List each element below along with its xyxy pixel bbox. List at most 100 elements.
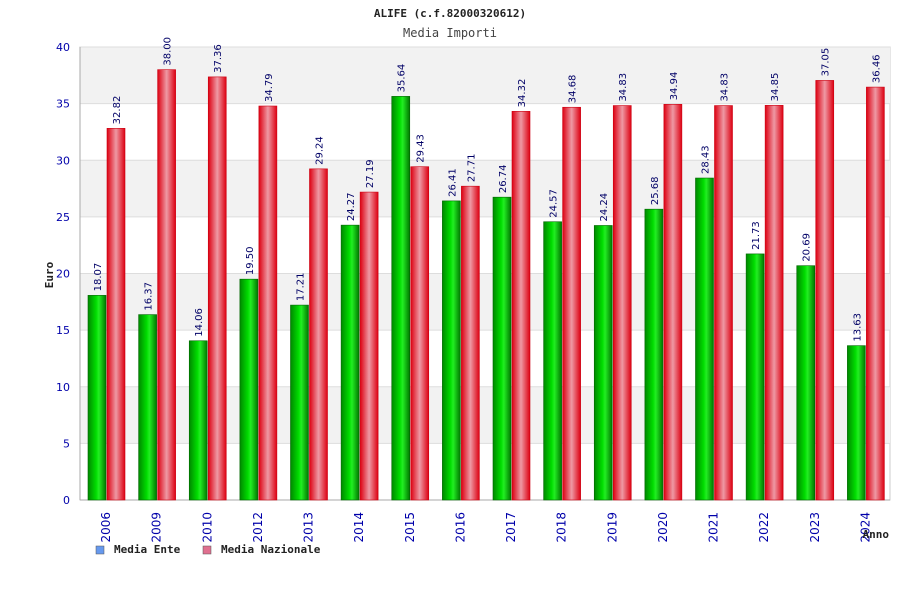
bar-media-nazionale-2013	[309, 168, 328, 501]
bar-media-ente-2006	[87, 295, 107, 501]
bar-media-ente-2010	[188, 340, 208, 501]
y-tick-label: 0	[63, 494, 70, 507]
bar-media-nazionale-2023	[815, 80, 835, 501]
legend-swatch-media-ente	[95, 545, 105, 555]
bar-media-nazionale-2022	[764, 105, 784, 501]
chart-subtitle: Media Importi	[403, 26, 497, 40]
bar-media-nazionale-2009	[157, 69, 176, 501]
x-axis-label: Anno	[863, 528, 890, 541]
bar-media-nazionale-2012	[258, 105, 278, 501]
data-label: 26.41	[447, 168, 458, 197]
data-label: 34.83	[720, 73, 731, 102]
data-label: 36.46	[871, 54, 882, 83]
bar-media-nazionale-2021	[714, 105, 733, 501]
data-label: 34.94	[669, 72, 680, 101]
data-label: 17.21	[296, 272, 307, 301]
y-tick-label: 15	[56, 324, 70, 337]
y-axis-label: Euro	[43, 261, 56, 288]
bar-media-nazionale-2010	[207, 76, 227, 501]
data-label: 34.32	[517, 79, 528, 108]
data-label: 35.64	[397, 64, 408, 93]
data-label: 32.82	[112, 96, 123, 125]
bar-media-ente-2013	[290, 304, 309, 501]
grid-band	[80, 47, 890, 104]
x-tick-label: 2012	[251, 512, 265, 543]
data-label: 19.50	[245, 247, 256, 276]
x-tick-label: 2021	[707, 512, 721, 543]
data-label: 29.24	[315, 136, 326, 165]
data-label: 25.68	[650, 177, 661, 206]
bar-media-ente-2022	[745, 253, 765, 501]
y-tick-label: 20	[56, 268, 70, 281]
data-label: 29.43	[416, 134, 427, 163]
y-tick-label: 5	[63, 437, 70, 450]
bar-media-nazionale-2006	[106, 128, 126, 501]
x-tick-label: 2020	[656, 512, 670, 543]
y-tick-label: 25	[56, 211, 70, 224]
data-label: 24.27	[346, 193, 357, 222]
bar-media-ente-2009	[138, 314, 157, 501]
x-tick-label: 2023	[808, 512, 822, 543]
x-tick-label: 2019	[605, 512, 619, 543]
x-tick-label: 2024	[858, 512, 872, 543]
x-axis-ticks: 2006 2009 2010 2012 2013 2014 2015 2016 2017 2018…	[99, 512, 872, 543]
x-tick-label: 2009	[150, 512, 164, 543]
bar-media-ente-2016	[442, 200, 461, 501]
x-tick-label: 2014	[352, 512, 366, 543]
data-label: 34.79	[264, 73, 275, 102]
bar-media-ente-2020	[644, 208, 664, 501]
chart-title: ALIFE (c.f.82000320612)	[374, 7, 526, 20]
data-label: 37.36	[213, 44, 224, 73]
data-label: 27.19	[365, 159, 376, 188]
data-label: 34.83	[618, 73, 629, 102]
bar-media-ente-2024	[847, 345, 866, 501]
bar-media-ente-2019	[593, 225, 613, 501]
data-label: 14.06	[194, 308, 205, 337]
data-label: 24.57	[549, 189, 560, 218]
x-tick-label: 2018	[555, 512, 569, 543]
y-tick-label: 10	[56, 381, 70, 394]
bar-media-nazionale-2018	[562, 106, 581, 501]
bar-media-ente-2017	[492, 196, 512, 501]
data-label: 13.63	[852, 313, 863, 342]
data-label: 28.43	[701, 145, 712, 174]
data-label: 20.69	[802, 233, 813, 262]
x-tick-label: 2022	[757, 512, 771, 543]
data-label: 37.05	[821, 48, 832, 77]
x-tick-label: 2016	[453, 512, 467, 543]
bar-media-ente-2021	[695, 177, 714, 501]
data-label: 34.85	[770, 73, 781, 102]
bar-media-ente-2015	[391, 96, 411, 501]
y-tick-label: 40	[56, 41, 70, 54]
legend-label-media-nazionale: Media Nazionale	[221, 543, 321, 556]
bar-media-nazionale-2016	[461, 185, 480, 501]
legend-swatch-media-nazionale	[202, 545, 212, 555]
bar-media-ente-2012	[239, 278, 259, 501]
bar-media-nazionale-2019	[612, 105, 632, 501]
bar-media-nazionale-2017	[511, 111, 531, 501]
y-tick-label: 35	[56, 98, 70, 111]
data-label: 27.71	[466, 154, 477, 183]
bar-media-nazionale-2014	[359, 191, 379, 501]
x-tick-label: 2017	[504, 512, 518, 543]
data-label: 21.73	[751, 221, 762, 250]
bar-media-nazionale-2020	[663, 104, 683, 501]
x-tick-label: 2010	[200, 512, 214, 543]
bar-media-ente-2018	[543, 221, 562, 501]
x-tick-label: 2006	[99, 512, 113, 543]
legend: Media Ente Media Nazionale	[95, 543, 321, 556]
bar-media-nazionale-2015	[410, 166, 430, 501]
data-label: 34.68	[568, 75, 579, 104]
legend-label-media-ente: Media Ente	[114, 543, 181, 556]
y-tick-label: 30	[56, 154, 70, 167]
bar-media-ente-2023	[796, 265, 816, 501]
x-tick-label: 2013	[302, 512, 316, 543]
data-label: 26.74	[498, 165, 509, 194]
x-tick-label: 2015	[403, 512, 417, 543]
bar-media-ente-2014	[340, 224, 360, 501]
bars: 18.07 32.82 16.37 38.00 14.06 37.36 19.50 34.79…	[87, 37, 885, 501]
data-label: 16.37	[144, 282, 155, 311]
data-label: 38.00	[163, 37, 174, 66]
bar-media-nazionale-2024	[866, 86, 885, 501]
